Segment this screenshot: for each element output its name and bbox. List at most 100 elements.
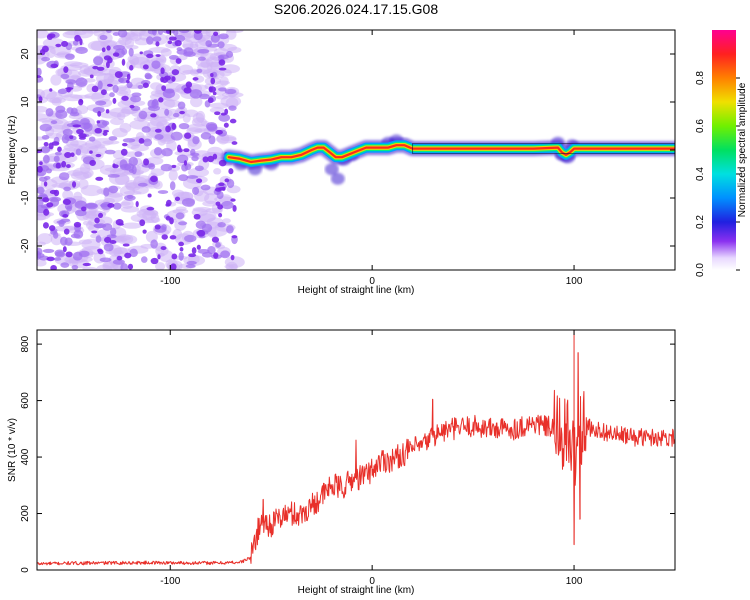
noise-blob bbox=[209, 107, 225, 114]
noise-blob bbox=[213, 252, 219, 259]
noise-blob bbox=[49, 97, 66, 104]
noise-blob bbox=[37, 233, 53, 245]
noise-blob bbox=[175, 212, 185, 220]
noise-blob bbox=[121, 48, 128, 55]
noise-blob bbox=[220, 250, 231, 259]
noise-blob bbox=[117, 30, 128, 38]
noise-blob bbox=[71, 264, 79, 270]
noise-blob bbox=[124, 44, 139, 50]
noise-blob bbox=[160, 246, 167, 251]
noise-blob bbox=[120, 148, 128, 156]
noise-blob bbox=[126, 79, 130, 84]
noise-blob bbox=[39, 161, 43, 166]
noise-blob bbox=[38, 96, 43, 102]
noise-blob bbox=[224, 264, 235, 269]
noise-blob bbox=[58, 172, 70, 181]
noise-blob bbox=[178, 174, 189, 182]
noise-blob bbox=[62, 246, 67, 253]
noise-blob bbox=[130, 144, 149, 152]
colorbar-tick-label: 0.2 bbox=[695, 215, 706, 229]
noise-blob bbox=[65, 53, 75, 60]
noise-blob bbox=[65, 79, 77, 85]
noise-blob bbox=[127, 53, 150, 65]
noise-blob bbox=[178, 64, 194, 75]
noise-blob bbox=[106, 30, 112, 33]
noise-blob bbox=[100, 89, 107, 96]
noise-blob bbox=[151, 60, 161, 69]
noise-blob bbox=[76, 128, 84, 135]
noise-blob bbox=[178, 221, 188, 226]
noise-blob bbox=[65, 164, 71, 169]
noise-blob bbox=[197, 56, 206, 61]
noise-blob bbox=[193, 31, 203, 41]
noise-blob bbox=[63, 228, 70, 235]
noise-blob bbox=[218, 113, 231, 122]
noise-blob bbox=[65, 251, 73, 258]
noise-blob bbox=[112, 259, 125, 265]
noise-blob bbox=[73, 145, 89, 156]
noise-blob bbox=[103, 187, 110, 197]
noise-blob bbox=[169, 217, 174, 225]
noise-blob bbox=[216, 190, 224, 200]
noise-blob bbox=[196, 229, 206, 237]
noise-blob bbox=[120, 206, 140, 213]
snr-line bbox=[37, 352, 675, 566]
noise-blob bbox=[70, 74, 80, 80]
noise-blob bbox=[177, 101, 186, 110]
noise-blob bbox=[172, 112, 180, 118]
noise-blob bbox=[218, 212, 223, 218]
noise-blob bbox=[224, 108, 229, 115]
noise-blob bbox=[215, 201, 221, 206]
noise-blob bbox=[55, 162, 61, 169]
noise-blob bbox=[130, 95, 142, 103]
noise-blob bbox=[119, 164, 132, 171]
noise-blob bbox=[58, 219, 65, 227]
noise-blob bbox=[82, 262, 92, 267]
noise-blob bbox=[42, 222, 49, 229]
noise-blob bbox=[94, 224, 104, 229]
noise-blob bbox=[104, 236, 112, 244]
noise-blob bbox=[196, 244, 201, 250]
noise-blob bbox=[139, 51, 144, 55]
noise-blob bbox=[91, 230, 98, 234]
noise-blob bbox=[79, 38, 83, 46]
noise-blob bbox=[183, 148, 190, 153]
noise-blob bbox=[37, 30, 49, 39]
noise-blob bbox=[197, 48, 210, 54]
noise-blob bbox=[96, 120, 101, 124]
noise-blob bbox=[143, 138, 153, 147]
colorbar: 0.0 0.2 0.4 0.6 0.8 Normalized spectral ampl… bbox=[695, 30, 748, 277]
noise-blob bbox=[43, 208, 50, 216]
noise-blob bbox=[79, 64, 90, 75]
noise-blob bbox=[150, 257, 159, 265]
noise-blob bbox=[119, 122, 132, 133]
colorbar-ticks: 0.0 0.2 0.4 0.6 0.8 bbox=[695, 71, 740, 277]
noise-blob bbox=[79, 163, 91, 175]
noise-blob bbox=[62, 189, 74, 200]
noise-blob bbox=[184, 234, 197, 243]
noise-blob bbox=[94, 127, 102, 134]
noise-blob bbox=[169, 181, 176, 191]
noise-blob bbox=[171, 69, 180, 76]
noise-blob bbox=[161, 234, 168, 240]
noise-blob bbox=[116, 85, 128, 92]
noise-blob bbox=[99, 164, 117, 175]
noise-blob bbox=[129, 104, 135, 109]
noise-blob bbox=[45, 168, 52, 174]
noise-blob bbox=[99, 257, 112, 263]
noise-blob bbox=[97, 248, 103, 253]
figure-title: S206.2026.024.17.15.G08 bbox=[274, 1, 438, 17]
ridge-core bbox=[227, 144, 675, 164]
noise-blob bbox=[54, 251, 66, 258]
noise-blob bbox=[112, 202, 122, 210]
noise-blob bbox=[167, 40, 173, 45]
noise-blob bbox=[100, 111, 122, 119]
noise-blob bbox=[220, 95, 242, 107]
noise-blob bbox=[221, 186, 226, 191]
noise-blob bbox=[69, 94, 92, 99]
noise-blob bbox=[168, 36, 177, 41]
noise-blob bbox=[72, 124, 81, 128]
noise-blob bbox=[166, 199, 172, 207]
noise-blob bbox=[186, 123, 208, 133]
noise-blob bbox=[188, 253, 197, 258]
